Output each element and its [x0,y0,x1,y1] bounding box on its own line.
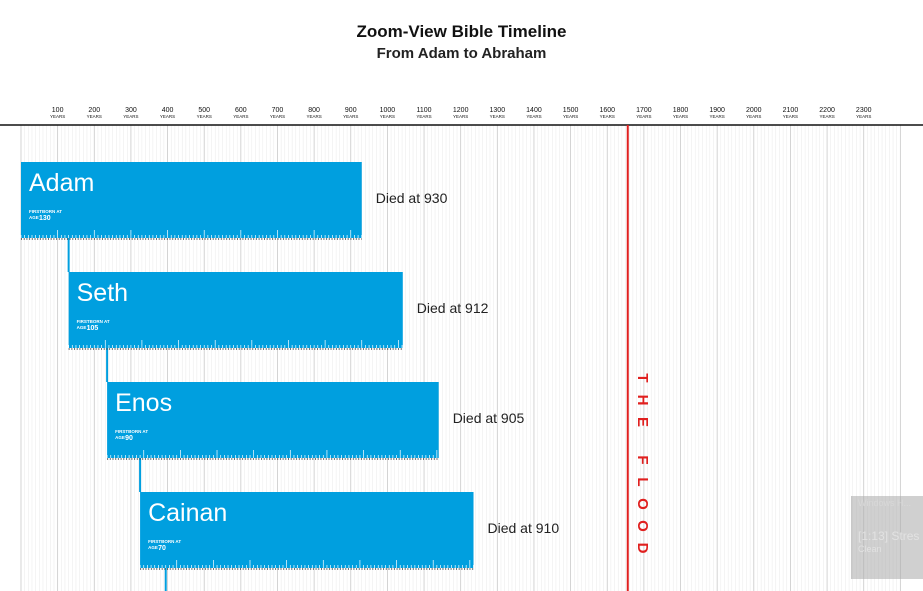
tick-label: 2300 [856,107,872,114]
tick-label: 1500 [563,107,579,114]
tick-unit-label: YEARS [453,114,468,119]
tick-label: 1600 [599,107,615,114]
x-axis: 100YEARS200YEARS300YEARS400YEARS500YEARS… [0,107,923,126]
flood-label-letter: F [634,455,651,464]
bar-name-label: Adam [29,169,94,197]
age-prefix-label: AGE [77,325,87,330]
tick-label: 100 [52,107,64,114]
tick-unit-label: YEARS [783,114,798,119]
died-at-label: Died at 912 [417,300,489,316]
tick-label: 2200 [819,107,835,114]
flood-label-letter: T [634,373,651,382]
tick-label: 1300 [490,107,506,114]
flood-label-letter: L [634,477,651,486]
tick-unit-label: YEARS [50,114,65,119]
tick-unit-label: YEARS [710,114,725,119]
tick-label: 1800 [673,107,689,114]
age-prefix-label: AGE [29,215,39,220]
tick-unit-label: YEARS [746,114,761,119]
died-at-label: Died at 910 [488,520,560,536]
tick-unit-label: YEARS [600,114,615,119]
tick-unit-label: YEARS [526,114,541,119]
tick-label: 200 [88,107,100,114]
tick-unit-label: YEARS [416,114,431,119]
flood-label-letter: D [634,543,651,554]
bar-name-label: Enos [115,389,172,417]
tick-label: 2000 [746,107,762,114]
tick-label: 2100 [783,107,799,114]
flood-label-letter: H [634,395,651,406]
bar-rect [107,382,439,458]
died-at-label: Died at 930 [376,190,448,206]
notification-message: [1:13] Stres [858,529,920,543]
lineage-connectors [67,238,167,591]
tick-unit-label: YEARS [123,114,138,119]
tick-unit-label: YEARS [490,114,505,119]
tick-unit-label: YEARS [343,114,358,119]
age-prefix-label: AGE [148,545,158,550]
died-at-label: Died at 905 [453,410,525,426]
bar-rect [68,272,403,348]
tick-unit-label: YEARS [819,114,834,119]
firstborn-label: FIRSTBORN AT [148,539,181,544]
tick-label: 1200 [453,107,469,114]
tick-unit-label: YEARS [87,114,102,119]
firstborn-age-label: 90 [125,435,133,442]
age-prefix-label: AGE [115,435,125,440]
firstborn-age-label: 70 [158,545,166,552]
tick-unit-label: YEARS [636,114,651,119]
tick-label: 500 [198,107,210,114]
tick-unit-label: YEARS [856,114,871,119]
tick-unit-label: YEARS [673,114,688,119]
firstborn-label: FIRSTBORN AT [77,319,110,324]
tick-label: 300 [125,107,137,114]
tick-label: 1000 [380,107,396,114]
flood-label-letter: O [634,498,651,510]
tick-label: 1900 [709,107,725,114]
page-title: Zoom-View Bible Timeline [356,22,567,41]
tick-label: 600 [235,107,247,114]
tick-label: 1700 [636,107,652,114]
tick-unit-label: YEARS [380,114,395,119]
tick-label: 1100 [417,107,432,114]
notification-title: Windows H... [858,498,912,508]
tick-label: 400 [162,107,174,114]
flood-label-letter: O [634,520,651,532]
notification-subtext: Clean [858,544,882,554]
bar-name-label: Cainan [148,499,227,527]
windows-notification[interactable]: Windows H... [1:13] Stres Clean [851,496,923,579]
firstborn-label: FIRSTBORN AT [29,209,62,214]
firstborn-age-label: 130 [39,215,51,222]
firstborn-label: FIRSTBORN AT [115,429,148,434]
bar-name-label: Seth [77,279,128,307]
tick-unit-label: YEARS [160,114,175,119]
tick-unit-label: YEARS [233,114,248,119]
bar-rect [140,492,474,568]
tick-label: 700 [272,107,284,114]
tick-unit-label: YEARS [306,114,321,119]
tick-label: 800 [308,107,320,114]
bar-rect [21,162,362,238]
page-subtitle: From Adam to Abraham [376,45,547,62]
tick-label: 900 [345,107,357,114]
tick-unit-label: YEARS [563,114,578,119]
firstborn-age-label: 105 [87,325,99,332]
tick-label: 1400 [526,107,542,114]
flood-label-letter: E [634,417,651,427]
tick-unit-label: YEARS [197,114,212,119]
tick-unit-label: YEARS [270,114,285,119]
